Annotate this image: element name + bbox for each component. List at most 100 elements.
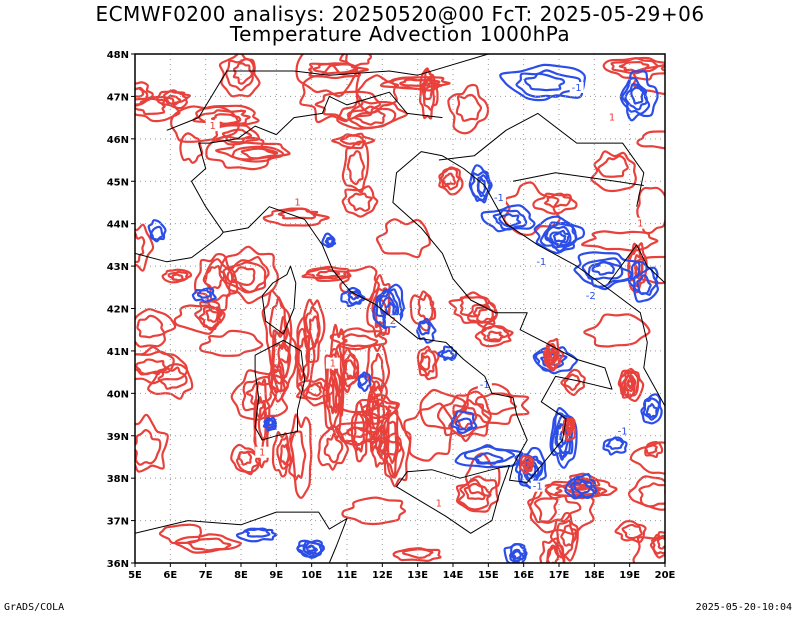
warm-advection-contour — [602, 56, 665, 81]
footer-credit: GrADS/COLA — [4, 602, 65, 613]
warm-advection-contour — [136, 314, 166, 339]
warm-advection-contour — [636, 130, 665, 150]
map-subtitle: Temperature Advection 1000hPa — [229, 22, 571, 46]
contour-label: 1 — [330, 359, 336, 370]
warm-advection-contour — [644, 443, 658, 455]
warm-advection-contour — [380, 76, 451, 92]
warm-advection-contour — [566, 422, 573, 432]
warm-advection-contour — [627, 242, 648, 294]
warm-advection-contour — [232, 62, 254, 85]
warm-advection-contour — [459, 296, 489, 318]
contour-label: -1 — [572, 83, 582, 94]
warm-advection-contour — [135, 308, 177, 348]
warm-advection-contour — [262, 207, 330, 227]
warm-advection-contour — [329, 323, 345, 417]
graticule — [135, 54, 665, 563]
lat-tick-label: 46N — [107, 135, 129, 146]
warm-advection-contour — [267, 360, 286, 403]
warm-advection-contour — [346, 426, 369, 439]
warm-advection-contour — [279, 443, 290, 466]
cold-advection-contour — [549, 229, 571, 247]
warm-advection-contour — [225, 57, 255, 92]
lat-tick-label: 43N — [107, 262, 129, 273]
cold-advection-contour — [573, 480, 592, 495]
coastlines-borders — [135, 54, 665, 563]
warm-advection-contour — [333, 343, 346, 397]
corsica-coastline — [261, 265, 297, 335]
warm-advection-contour — [352, 411, 366, 453]
warm-advection-contour — [563, 373, 581, 392]
warm-advection-contour — [547, 348, 557, 363]
warm-advection-contour — [135, 97, 166, 116]
lon-tick-label: 12E — [372, 570, 393, 581]
warm-advection-contour — [218, 245, 279, 305]
contour-label: 1 — [210, 121, 216, 132]
cold-advection-contour — [559, 427, 568, 445]
cold-advection-contour — [266, 419, 274, 427]
swiss-austria-border — [166, 54, 489, 131]
bosnia-border — [513, 172, 644, 186]
warm-advection-contour — [296, 377, 335, 407]
warm-advection-contour — [344, 359, 356, 379]
warm-advection-contour — [590, 150, 637, 193]
warm-advection-contour — [560, 524, 575, 547]
warm-advection-contour — [455, 93, 483, 122]
warm-advection-contour — [135, 223, 155, 272]
cold-advection-contour — [418, 320, 431, 336]
cold-advection-contour — [605, 436, 625, 450]
warm-advection-contour — [503, 181, 561, 236]
warm-advection-contour — [212, 124, 261, 146]
lon-tick-label: 14E — [443, 570, 464, 581]
warm-advection-contour — [268, 296, 289, 350]
lon-tick-label: 6E — [163, 570, 177, 581]
warm-advection-contour — [339, 134, 367, 146]
cold-advection-contour — [569, 477, 595, 499]
contour-label-bg — [325, 357, 340, 369]
contour-label-bg — [290, 196, 305, 208]
warm-advection-contour — [147, 363, 194, 400]
warm-advection-contour — [623, 373, 635, 393]
warm-advection-contour — [581, 230, 659, 252]
warm-advection-contour — [341, 185, 379, 218]
lat-tick-label: 36N — [107, 559, 129, 570]
warm-advection-contour — [339, 54, 372, 68]
lon-tick-label: 20E — [655, 570, 676, 581]
contour-label: -1 — [480, 380, 490, 391]
warm-advection-contour — [231, 266, 256, 286]
contour-label-bg — [583, 289, 598, 301]
warm-advection-contour — [341, 496, 407, 526]
contour-label-bg — [530, 480, 545, 492]
contour-label-bg — [255, 446, 270, 458]
warm-advection-contour — [135, 358, 168, 376]
contour-label: -2 — [586, 291, 596, 302]
warm-advection-contour — [627, 475, 665, 511]
warm-advection-contour — [221, 128, 253, 144]
warm-advection-contour — [270, 316, 298, 393]
warm-advection-contour — [211, 113, 242, 125]
contour-label: 1 — [259, 448, 265, 459]
lon-tick-label: 16E — [513, 570, 534, 581]
warm-advection-contour — [442, 172, 457, 186]
croatia-border — [438, 112, 645, 207]
cold-advection-contour — [591, 261, 616, 276]
warm-advection-contour — [135, 231, 146, 264]
cold-advection-contour — [416, 317, 437, 344]
contour-label: 1 — [609, 113, 615, 124]
sicily-coastline — [396, 464, 510, 534]
footer-timestamp: 2025-05-20-10:04 — [695, 602, 792, 613]
contour-label-bg — [569, 81, 584, 93]
contour-label-bg — [477, 378, 492, 390]
warm-advection-contour — [474, 325, 514, 348]
cold-advection-contour — [630, 86, 645, 105]
warm-advection-contour — [447, 83, 490, 135]
warm-advection-contour — [386, 420, 398, 464]
cold-advection-contour — [305, 544, 317, 553]
warm-advection-contour — [384, 432, 405, 479]
contour-label-bg — [205, 120, 220, 132]
warm-advection-contour — [226, 255, 270, 293]
warm-advection-contour — [271, 431, 292, 478]
cold-advection-contour — [492, 209, 528, 231]
lon-tick-label: 19E — [619, 570, 640, 581]
warm-advection-contour — [560, 368, 586, 397]
